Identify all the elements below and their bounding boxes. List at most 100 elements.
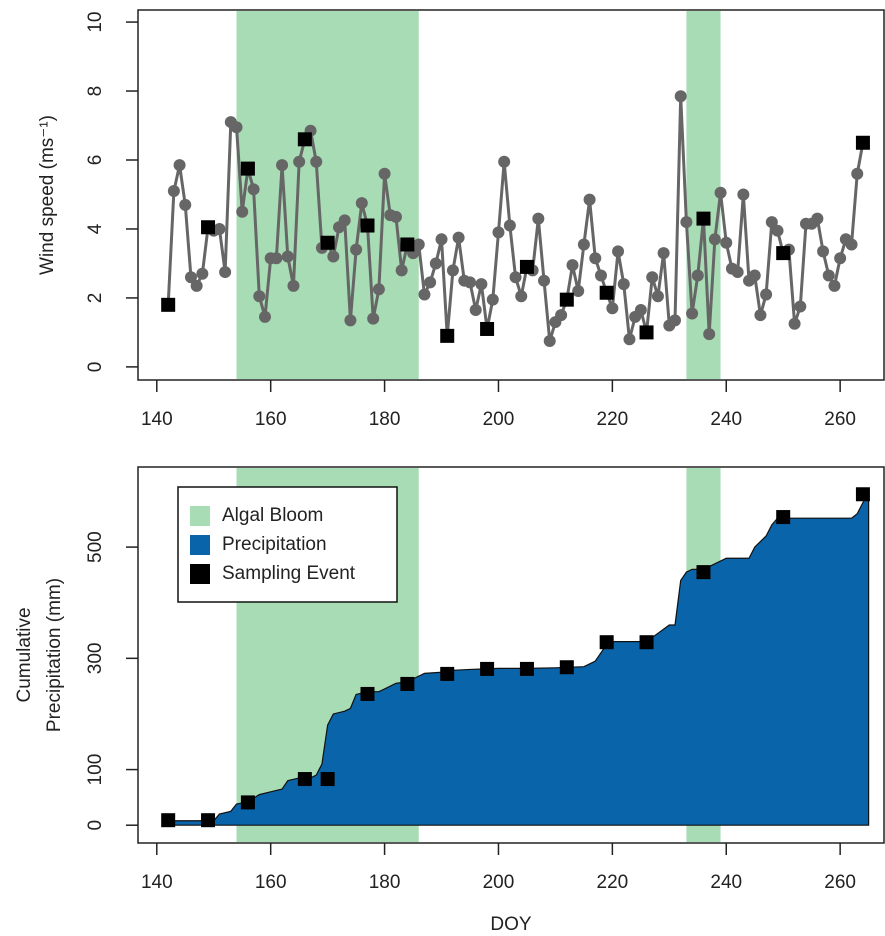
sampling-marker bbox=[855, 135, 870, 150]
wind-point bbox=[344, 314, 357, 327]
sampling-marker bbox=[400, 237, 415, 252]
wind-point bbox=[617, 278, 630, 291]
sampling-marker bbox=[360, 686, 375, 701]
x-tick-label: 160 bbox=[255, 409, 287, 430]
wind-point bbox=[765, 216, 778, 229]
x-tick-label: 140 bbox=[141, 872, 173, 893]
wind-point bbox=[828, 279, 841, 292]
wind-point bbox=[219, 266, 232, 279]
wind-point bbox=[435, 233, 448, 246]
x-tick-label: 180 bbox=[369, 409, 401, 430]
wind-point bbox=[492, 226, 505, 239]
wind-point bbox=[184, 271, 197, 284]
sampling-marker bbox=[599, 635, 614, 650]
x-tick-label: 200 bbox=[483, 409, 515, 430]
wind-point bbox=[817, 245, 830, 258]
wind-point bbox=[623, 333, 636, 346]
y-tick-label: 2 bbox=[85, 293, 106, 304]
y-axis-title: Wind speed (ms⁻¹) bbox=[37, 115, 58, 275]
wind-point bbox=[509, 271, 522, 284]
x-tick-label: 220 bbox=[597, 409, 629, 430]
wind-point bbox=[247, 183, 260, 196]
y-tick-label: 8 bbox=[85, 86, 106, 97]
wind-point bbox=[338, 214, 351, 227]
wind-point bbox=[173, 159, 186, 172]
legend-swatch bbox=[190, 506, 210, 526]
wind-point bbox=[538, 274, 551, 287]
legend-swatch bbox=[190, 564, 210, 584]
sampling-marker bbox=[161, 297, 176, 312]
sampling-marker bbox=[201, 813, 216, 828]
sampling-marker bbox=[360, 218, 375, 233]
wind-point bbox=[230, 121, 243, 134]
sampling-marker bbox=[201, 220, 216, 235]
wind-point bbox=[503, 219, 516, 232]
x-axis-title: DOY bbox=[490, 914, 532, 935]
wind-point bbox=[258, 310, 271, 323]
wind-point bbox=[418, 288, 431, 301]
sampling-marker bbox=[480, 661, 495, 676]
wind-point bbox=[845, 238, 858, 251]
wind-point bbox=[389, 210, 402, 223]
sampling-marker bbox=[240, 795, 255, 810]
wind-point bbox=[424, 276, 437, 289]
sampling-marker bbox=[480, 321, 495, 336]
legend-label: Precipitation bbox=[222, 534, 327, 555]
y-tick-label: 6 bbox=[85, 155, 106, 166]
wind-point bbox=[395, 264, 408, 277]
wind-point bbox=[378, 167, 391, 180]
wind-point bbox=[594, 269, 607, 282]
sampling-marker bbox=[400, 676, 415, 691]
sampling-marker bbox=[320, 235, 335, 250]
wind-point bbox=[498, 155, 511, 168]
wind-point bbox=[748, 269, 761, 282]
wind-point bbox=[469, 304, 482, 316]
wind-point bbox=[236, 205, 249, 218]
wind-point bbox=[771, 224, 784, 237]
wind-point bbox=[577, 238, 590, 251]
wind-point bbox=[270, 252, 283, 265]
legend-label: Sampling Event bbox=[222, 563, 356, 584]
wind-point bbox=[412, 238, 425, 251]
wind-point bbox=[674, 90, 687, 103]
x-tick-label: 160 bbox=[255, 872, 287, 893]
wind-point bbox=[327, 250, 340, 263]
wind-point bbox=[179, 198, 192, 211]
sampling-marker bbox=[519, 661, 534, 676]
legend-box bbox=[177, 486, 398, 603]
sampling-marker bbox=[559, 292, 574, 307]
wind-point bbox=[196, 267, 209, 280]
x-tick-label: 240 bbox=[710, 409, 742, 430]
y-tick-label: 300 bbox=[85, 642, 106, 674]
x-tick-label: 260 bbox=[824, 872, 856, 893]
legend-swatch bbox=[190, 535, 210, 555]
wind-point bbox=[834, 252, 847, 265]
wind-point bbox=[276, 159, 289, 172]
wind-point bbox=[213, 222, 226, 235]
y-tick-label: 10 bbox=[85, 11, 106, 32]
sampling-marker bbox=[855, 487, 870, 502]
wind-point bbox=[737, 188, 750, 201]
sampling-marker bbox=[440, 328, 455, 343]
sampling-marker bbox=[161, 813, 176, 828]
sampling-marker bbox=[696, 211, 711, 226]
wind-point bbox=[253, 290, 266, 303]
wind-point bbox=[281, 250, 294, 263]
wind-point bbox=[532, 212, 545, 225]
wind-point bbox=[822, 269, 835, 282]
wind-point bbox=[446, 264, 459, 277]
y-tick-label: 500 bbox=[85, 531, 106, 563]
wind-point bbox=[350, 243, 363, 256]
wind-point bbox=[463, 276, 476, 289]
sampling-marker bbox=[519, 259, 534, 274]
x-tick-label: 220 bbox=[597, 872, 629, 893]
wind-point bbox=[606, 302, 619, 315]
wind-point bbox=[515, 290, 528, 303]
wind-point bbox=[794, 300, 807, 313]
sampling-marker bbox=[696, 565, 711, 580]
sampling-marker bbox=[639, 635, 654, 650]
y-axis-title: Cumulative bbox=[14, 607, 35, 702]
y-tick-label: 100 bbox=[85, 754, 106, 786]
wind-point bbox=[190, 279, 203, 292]
